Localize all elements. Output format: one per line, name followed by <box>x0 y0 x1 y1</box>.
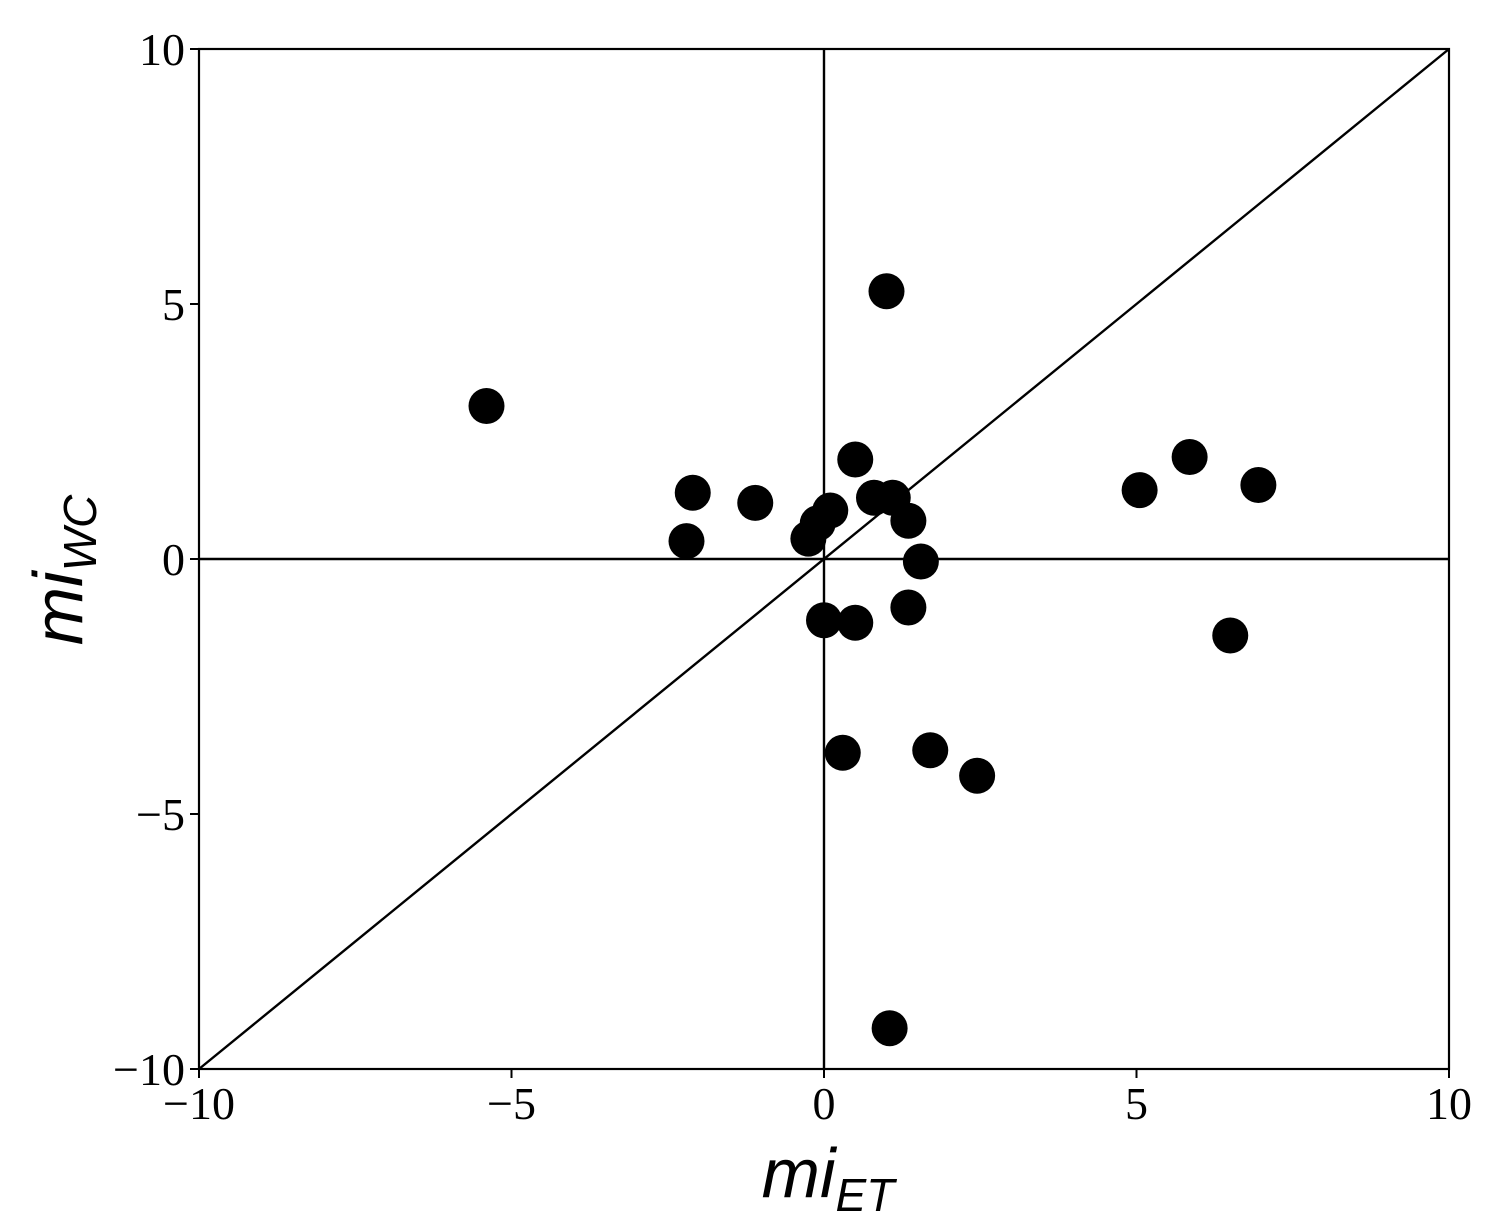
x-tick-label: −5 <box>487 1078 536 1129</box>
x-tick-label: 0 <box>813 1078 836 1129</box>
data-point <box>890 502 927 539</box>
reference-lines <box>198 48 1450 1070</box>
x-axis-title: miET <box>762 1134 898 1221</box>
data-point <box>468 388 505 424</box>
y-tick-label: 0 <box>162 534 185 585</box>
data-point <box>1171 439 1208 475</box>
x-axis-ticks: −10 −5 0 5 10 <box>163 1069 1472 1129</box>
data-point <box>890 589 927 626</box>
data-point <box>674 474 711 511</box>
y-tick-label: −10 <box>113 1044 185 1095</box>
data-point <box>806 602 842 639</box>
x-tick-label: 10 <box>1426 1078 1472 1129</box>
data-point <box>737 484 774 521</box>
data-point <box>959 757 996 794</box>
y-tick-label: 5 <box>162 279 185 330</box>
data-point <box>1240 467 1277 504</box>
data-point <box>1121 472 1158 509</box>
x-tick-label: −10 <box>163 1078 235 1129</box>
data-point <box>837 441 874 478</box>
y-axis-ticks: −10 −5 0 5 10 <box>113 24 199 1095</box>
data-point <box>837 604 874 641</box>
data-point <box>1212 617 1249 654</box>
data-point <box>902 543 939 580</box>
y-tick-label: −5 <box>136 789 185 840</box>
data-point <box>868 273 905 310</box>
x-axis-title-subscript: ET <box>836 1169 898 1221</box>
data-point <box>668 523 705 560</box>
y-axis-title-subscript: WC <box>54 494 106 571</box>
data-point <box>824 734 861 771</box>
data-point <box>912 732 949 769</box>
y-axis-title-main: mi <box>19 569 97 645</box>
x-tick-label: 5 <box>1125 1078 1148 1129</box>
y-axis-title: miWC <box>19 494 106 645</box>
x-axis-title-main: mi <box>762 1134 838 1212</box>
data-points <box>468 273 1277 1047</box>
data-point <box>871 1010 908 1047</box>
data-point <box>812 492 849 529</box>
identity-diagonal-line <box>198 48 1450 1070</box>
y-tick-label: 10 <box>139 24 185 75</box>
